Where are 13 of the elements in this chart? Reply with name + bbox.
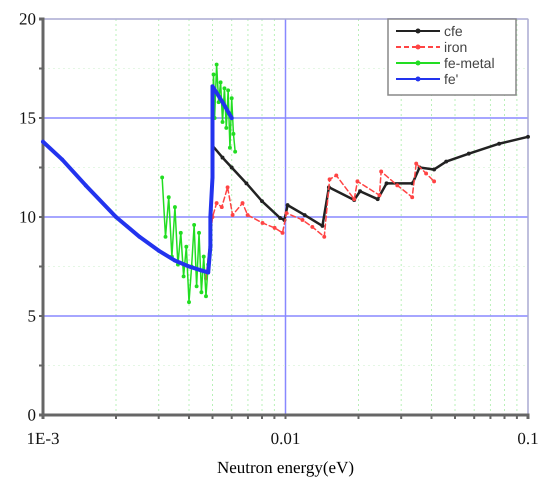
y-tick-label: 10 — [19, 207, 36, 226]
legend-label: fe-metal — [444, 55, 495, 71]
legend-label: cfe — [444, 23, 463, 39]
y-tick-label: 5 — [28, 306, 36, 326]
x-tick-label: 1E-3 — [26, 429, 60, 448]
y-tick-label: 20 — [19, 9, 36, 28]
x-tick-label: 0.01 — [270, 429, 300, 448]
x-axis-title: Neutron energy(eV) — [216, 458, 354, 477]
legend-label: iron — [444, 39, 468, 55]
y-tick-label: 0 — [28, 405, 36, 424]
legend-label: fe' — [444, 71, 458, 87]
x-tick-label: 0.1 — [517, 429, 539, 448]
y-tick-label: 15 — [19, 108, 36, 128]
